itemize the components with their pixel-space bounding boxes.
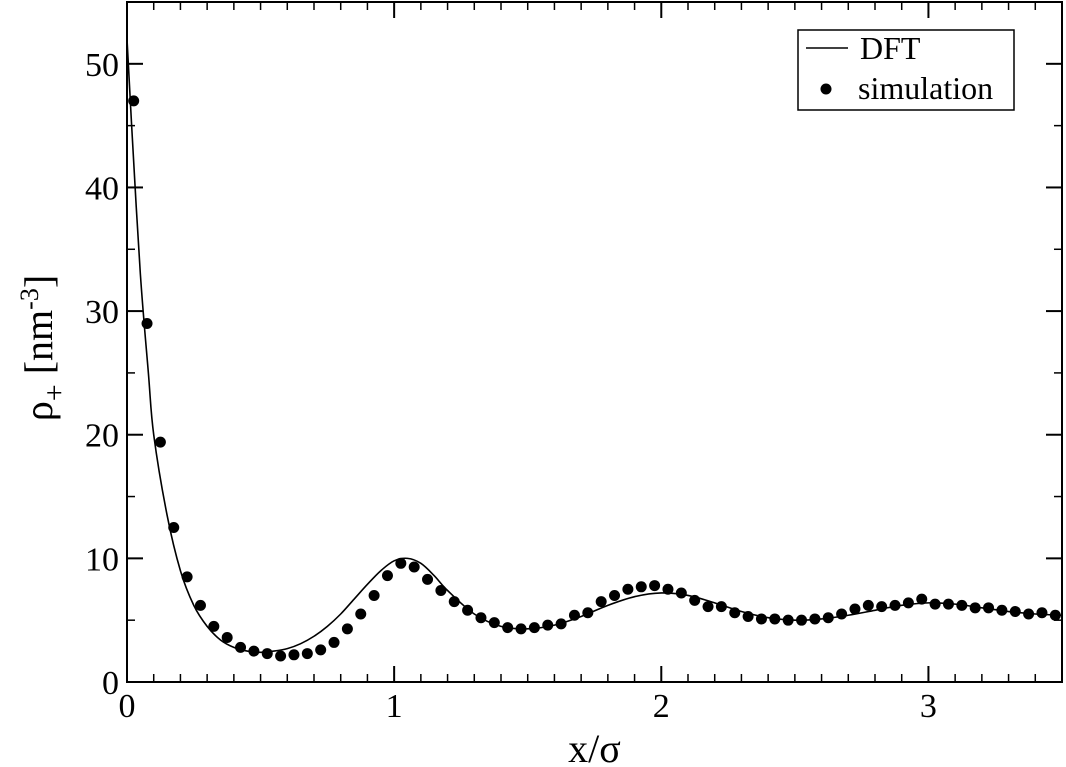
x-tick-label: 1	[386, 688, 403, 725]
simulation-point	[221, 631, 233, 643]
simulation-point	[929, 598, 941, 610]
simulation-point	[288, 649, 300, 661]
simulation-point	[315, 644, 327, 656]
legend-label-simulation: simulation	[858, 70, 993, 106]
legend-marker-sample	[820, 83, 832, 95]
plot-area	[126, 39, 1063, 662]
simulation-point	[702, 601, 714, 613]
y-tick-label: 0	[102, 665, 119, 702]
simulation-point	[796, 614, 808, 626]
simulation-point	[729, 607, 741, 619]
simulation-point	[181, 571, 193, 583]
simulation-point	[515, 623, 527, 635]
simulation-point	[1036, 607, 1048, 619]
y-axis-title-subscript: +	[38, 384, 71, 401]
y-tick-label: 20	[85, 418, 119, 455]
simulation-point	[782, 614, 794, 626]
simulation-point	[1023, 608, 1035, 620]
x-axis-title: x/σ	[568, 726, 621, 767]
simulation-point	[141, 317, 153, 329]
y-axis-title-unit: [nm	[16, 310, 61, 384]
y-axis-title: ρ+ [nm-3]	[15, 275, 72, 421]
simulation-point	[769, 613, 781, 625]
simulation-point	[902, 597, 914, 609]
legend-box	[797, 29, 1015, 111]
simulation-point	[675, 587, 687, 599]
simulation-point	[582, 607, 594, 619]
simulation-point	[502, 622, 514, 634]
simulation-point	[1049, 609, 1061, 621]
simulation-point	[996, 604, 1008, 616]
simulation-point	[836, 608, 848, 620]
x-tick-label: 3	[920, 688, 937, 725]
simulation-point	[956, 599, 968, 611]
simulation-point	[528, 622, 540, 634]
simulation-point	[208, 620, 220, 632]
simulation-point	[422, 573, 434, 585]
simulation-point	[194, 599, 206, 611]
simulation-point	[154, 436, 166, 448]
simulation-point	[355, 608, 367, 620]
simulation-point	[275, 650, 287, 662]
simulation-point	[475, 612, 487, 624]
simulation-point	[983, 602, 995, 614]
plot-frame	[126, 1, 1063, 683]
simulation-point	[662, 583, 674, 595]
simulation-point	[568, 609, 580, 621]
simulation-point	[128, 95, 140, 107]
simulation-point	[849, 603, 861, 615]
simulation-point	[435, 585, 447, 597]
simulation-point	[622, 583, 634, 595]
simulation-point	[395, 557, 407, 569]
y-axis-title-symbol: ρ	[16, 401, 61, 421]
simulation-point	[635, 581, 647, 593]
x-tick-label: 2	[653, 688, 670, 725]
simulation-point	[595, 596, 607, 608]
simulation-point	[649, 580, 661, 592]
y-tick-label: 50	[85, 47, 119, 84]
simulation-point	[235, 641, 247, 653]
simulation-point	[1009, 606, 1021, 618]
simulation-point	[755, 613, 767, 625]
legend-label-dft: DFT	[860, 30, 921, 66]
simulation-point	[542, 619, 554, 631]
y-tick-label: 40	[85, 170, 119, 207]
y-axis-title-superscript: -3	[15, 288, 44, 310]
simulation-point	[916, 593, 928, 605]
simulation-point	[809, 613, 821, 625]
simulation-point	[381, 570, 393, 582]
legend: DFT simulation	[797, 29, 1015, 111]
simulation-point	[715, 601, 727, 613]
simulation-point	[368, 589, 380, 601]
simulation-point	[969, 602, 981, 614]
simulation-point	[448, 596, 460, 608]
simulation-point	[341, 623, 353, 635]
simulation-point	[488, 617, 500, 629]
simulation-point	[942, 598, 954, 610]
simulation-point	[876, 601, 888, 613]
simulation-point	[689, 594, 701, 606]
simulation-point	[742, 610, 754, 622]
simulation-point	[261, 648, 273, 660]
axis-ticks	[126, 2, 1062, 683]
simulation-point	[168, 521, 180, 533]
simulation-point	[462, 604, 474, 616]
y-tick-label: 30	[85, 294, 119, 331]
simulation-point	[328, 636, 340, 648]
simulation-point	[609, 589, 621, 601]
x-tick-label: 0	[119, 688, 136, 725]
y-tick-label: 10	[85, 541, 119, 578]
simulation-point	[408, 561, 420, 573]
simulation-point	[862, 599, 874, 611]
simulation-point	[889, 599, 901, 611]
y-axis-title-unit-close: ]	[16, 275, 61, 288]
simulation-point	[822, 612, 834, 624]
simulation-point	[248, 645, 260, 657]
simulation-point	[301, 648, 313, 660]
simulation-point	[555, 618, 567, 630]
